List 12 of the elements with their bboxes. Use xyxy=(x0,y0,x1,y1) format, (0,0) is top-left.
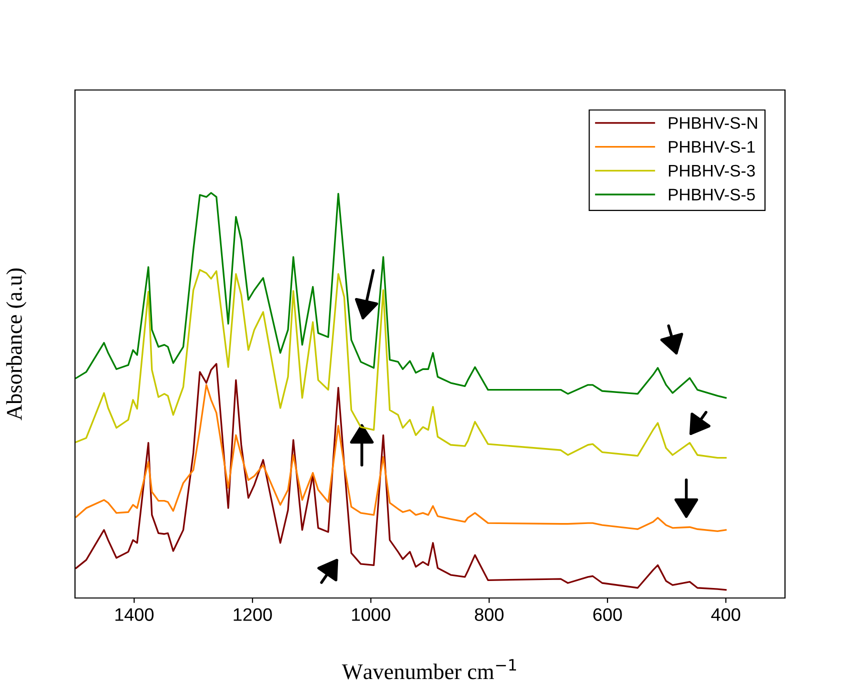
x-axis-title: Wavenumber cm$^{−1}$ xyxy=(342,659,516,680)
x-tick-label: 800 xyxy=(474,608,504,621)
x-tick-label: 600 xyxy=(593,608,622,621)
legend-label: PHBHV-S-3 xyxy=(668,164,755,177)
x-tick-label: 400 xyxy=(711,608,740,621)
x-tick-label: 1200 xyxy=(234,608,272,621)
legend-label: PHBHV-S-1 xyxy=(668,140,755,153)
legend-label: PHBHV-S-N xyxy=(668,117,757,129)
x-tick-label: 1400 xyxy=(115,608,154,621)
x-tick-label: 1000 xyxy=(352,608,390,621)
legend-label: PHBHV-S-5 xyxy=(668,188,755,201)
y-axis-title: Absorbance (a.u) xyxy=(6,268,26,420)
